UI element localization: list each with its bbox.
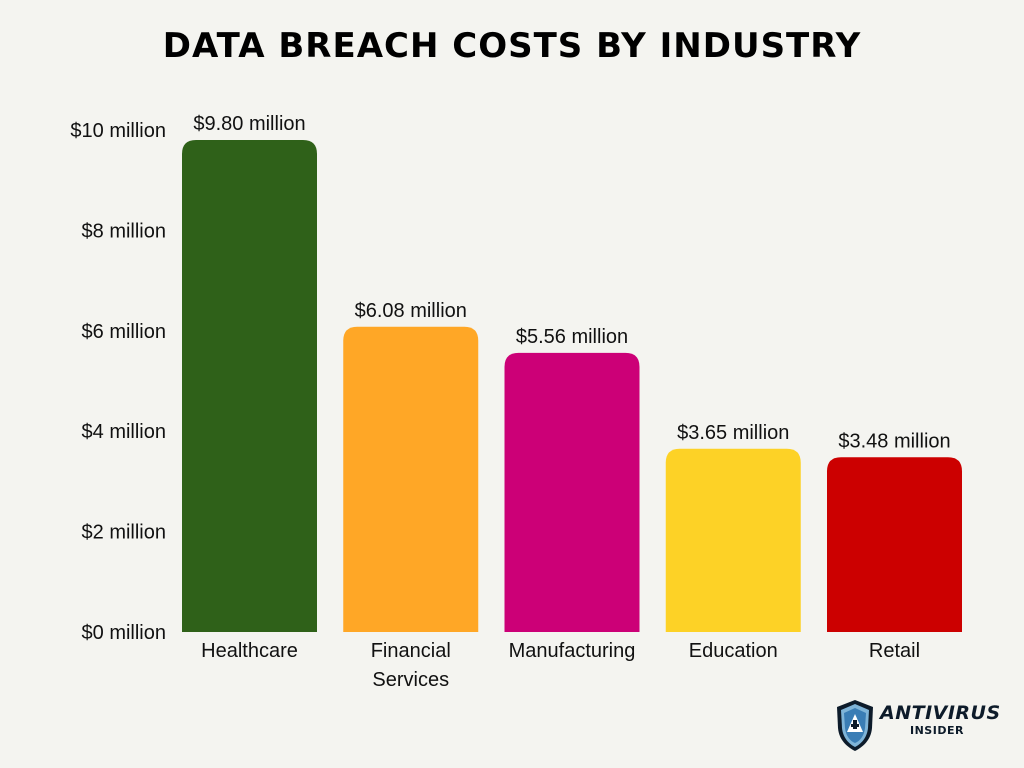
logo-subtitle: INSIDER <box>910 724 964 737</box>
logo: ANTIVIRUS INSIDER <box>834 698 1000 752</box>
shield-icon <box>837 700 873 751</box>
bars <box>182 140 962 633</box>
y-tick-label: $8 million <box>82 220 166 242</box>
data-label: $3.48 million <box>838 430 950 452</box>
bar-healthcare <box>182 140 317 633</box>
bar-manufacturing <box>504 352 640 632</box>
y-tick-label: $0 million <box>82 622 166 644</box>
data-label: $9.80 million <box>193 113 305 135</box>
data-label: $3.65 million <box>677 422 789 444</box>
data-labels: $9.80 million $6.08 million $5.56 million $… <box>193 113 950 452</box>
y-axis: $0 million $2 million $4 million $6 million… <box>70 120 166 644</box>
x-tick-label: Financial Services <box>371 640 451 691</box>
x-tick-label: Retail <box>869 640 920 662</box>
data-label: $6.08 million <box>355 300 467 322</box>
bar-education <box>665 448 801 632</box>
x-tick-label: Healthcare <box>201 640 298 662</box>
data-label: $5.56 million <box>516 326 628 348</box>
bar-financial-services <box>343 326 479 632</box>
y-tick-label: $10 million <box>70 120 166 142</box>
x-axis: Healthcare Financial Services Manufacturing… <box>201 640 920 691</box>
y-tick-label: $6 million <box>82 321 166 343</box>
bar-retail <box>827 457 962 632</box>
y-tick-label: $2 million <box>82 522 166 544</box>
chart-title: DATA BREACH COSTS BY INDUSTRY <box>162 26 862 66</box>
logo-wordmark: ANTIVIRUS <box>880 702 1001 724</box>
y-tick-label: $4 million <box>82 421 166 443</box>
x-tick-label: Manufacturing <box>509 640 636 662</box>
x-tick-label: Education <box>689 640 778 662</box>
